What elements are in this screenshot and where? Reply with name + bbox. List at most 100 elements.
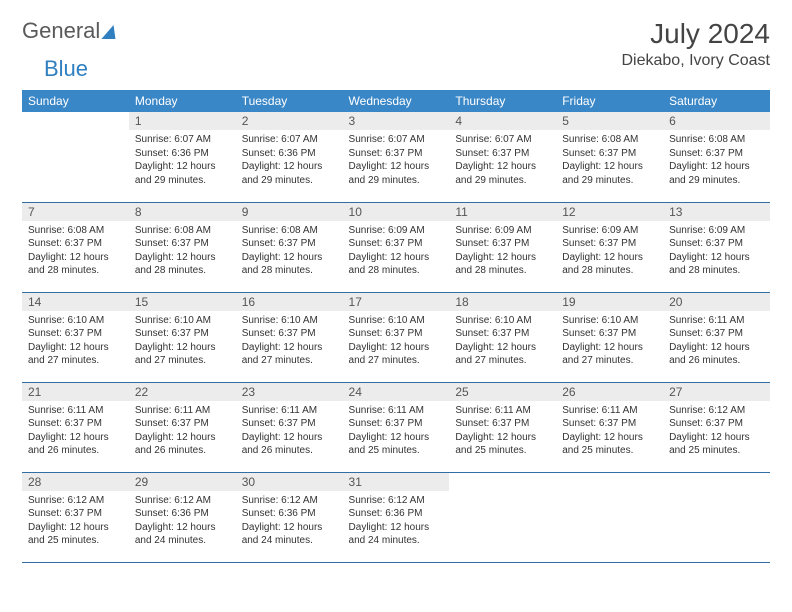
- day-number: 28: [22, 473, 129, 491]
- day-number: 21: [22, 383, 129, 401]
- day-number: 6: [663, 112, 770, 130]
- day-details: Sunrise: 6:11 AMSunset: 6:37 PMDaylight:…: [556, 401, 663, 464]
- day-number: 26: [556, 383, 663, 401]
- weekday-header: Tuesday: [236, 90, 343, 112]
- day-number: 11: [449, 203, 556, 221]
- weekday-header: Thursday: [449, 90, 556, 112]
- calendar-week-row: 7Sunrise: 6:08 AMSunset: 6:37 PMDaylight…: [22, 202, 770, 292]
- calendar-day-cell: 31Sunrise: 6:12 AMSunset: 6:36 PMDayligh…: [343, 472, 450, 562]
- day-details: Sunrise: 6:07 AMSunset: 6:36 PMDaylight:…: [236, 130, 343, 193]
- calendar-table: SundayMondayTuesdayWednesdayThursdayFrid…: [22, 90, 770, 563]
- calendar-day-cell: 27Sunrise: 6:12 AMSunset: 6:37 PMDayligh…: [663, 382, 770, 472]
- day-details: Sunrise: 6:07 AMSunset: 6:37 PMDaylight:…: [343, 130, 450, 193]
- calendar-day-cell: 16Sunrise: 6:10 AMSunset: 6:37 PMDayligh…: [236, 292, 343, 382]
- day-details: Sunrise: 6:07 AMSunset: 6:37 PMDaylight:…: [449, 130, 556, 193]
- calendar-day-cell: 21Sunrise: 6:11 AMSunset: 6:37 PMDayligh…: [22, 382, 129, 472]
- day-details: Sunrise: 6:07 AMSunset: 6:36 PMDaylight:…: [129, 130, 236, 193]
- calendar-day-cell: 4Sunrise: 6:07 AMSunset: 6:37 PMDaylight…: [449, 112, 556, 202]
- day-number: 10: [343, 203, 450, 221]
- day-details: Sunrise: 6:11 AMSunset: 6:37 PMDaylight:…: [343, 401, 450, 464]
- day-details: Sunrise: 6:12 AMSunset: 6:37 PMDaylight:…: [663, 401, 770, 464]
- day-details: Sunrise: 6:09 AMSunset: 6:37 PMDaylight:…: [343, 221, 450, 284]
- day-details: Sunrise: 6:10 AMSunset: 6:37 PMDaylight:…: [236, 311, 343, 374]
- day-details: Sunrise: 6:08 AMSunset: 6:37 PMDaylight:…: [22, 221, 129, 284]
- day-details: Sunrise: 6:11 AMSunset: 6:37 PMDaylight:…: [129, 401, 236, 464]
- calendar-day-cell: 12Sunrise: 6:09 AMSunset: 6:37 PMDayligh…: [556, 202, 663, 292]
- day-details: Sunrise: 6:10 AMSunset: 6:37 PMDaylight:…: [22, 311, 129, 374]
- calendar-day-cell: 23Sunrise: 6:11 AMSunset: 6:37 PMDayligh…: [236, 382, 343, 472]
- day-number: 24: [343, 383, 450, 401]
- day-number: 7: [22, 203, 129, 221]
- day-details: Sunrise: 6:10 AMSunset: 6:37 PMDaylight:…: [449, 311, 556, 374]
- day-details: Sunrise: 6:08 AMSunset: 6:37 PMDaylight:…: [556, 130, 663, 193]
- calendar-day-cell: [663, 472, 770, 562]
- day-details: Sunrise: 6:08 AMSunset: 6:37 PMDaylight:…: [236, 221, 343, 284]
- calendar-day-cell: 17Sunrise: 6:10 AMSunset: 6:37 PMDayligh…: [343, 292, 450, 382]
- calendar-day-cell: 8Sunrise: 6:08 AMSunset: 6:37 PMDaylight…: [129, 202, 236, 292]
- calendar-day-cell: 28Sunrise: 6:12 AMSunset: 6:37 PMDayligh…: [22, 472, 129, 562]
- calendar-day-cell: 6Sunrise: 6:08 AMSunset: 6:37 PMDaylight…: [663, 112, 770, 202]
- calendar-day-cell: 15Sunrise: 6:10 AMSunset: 6:37 PMDayligh…: [129, 292, 236, 382]
- day-details: Sunrise: 6:12 AMSunset: 6:37 PMDaylight:…: [22, 491, 129, 554]
- calendar-body: 1Sunrise: 6:07 AMSunset: 6:36 PMDaylight…: [22, 112, 770, 562]
- calendar-day-cell: 5Sunrise: 6:08 AMSunset: 6:37 PMDaylight…: [556, 112, 663, 202]
- calendar-day-cell: 29Sunrise: 6:12 AMSunset: 6:36 PMDayligh…: [129, 472, 236, 562]
- day-number: 13: [663, 203, 770, 221]
- day-details: Sunrise: 6:12 AMSunset: 6:36 PMDaylight:…: [236, 491, 343, 554]
- day-details: Sunrise: 6:10 AMSunset: 6:37 PMDaylight:…: [556, 311, 663, 374]
- calendar-day-cell: [22, 112, 129, 202]
- day-number: 20: [663, 293, 770, 311]
- calendar-day-cell: 9Sunrise: 6:08 AMSunset: 6:37 PMDaylight…: [236, 202, 343, 292]
- weekday-header: Friday: [556, 90, 663, 112]
- calendar-day-cell: 20Sunrise: 6:11 AMSunset: 6:37 PMDayligh…: [663, 292, 770, 382]
- day-number: 27: [663, 383, 770, 401]
- day-number: 8: [129, 203, 236, 221]
- day-details: Sunrise: 6:11 AMSunset: 6:37 PMDaylight:…: [236, 401, 343, 464]
- weekday-header-row: SundayMondayTuesdayWednesdayThursdayFrid…: [22, 90, 770, 112]
- calendar-day-cell: 13Sunrise: 6:09 AMSunset: 6:37 PMDayligh…: [663, 202, 770, 292]
- day-number: 9: [236, 203, 343, 221]
- calendar-day-cell: 11Sunrise: 6:09 AMSunset: 6:37 PMDayligh…: [449, 202, 556, 292]
- day-number: 1: [129, 112, 236, 130]
- location-label: Diekabo, Ivory Coast: [621, 52, 770, 70]
- brand-mark-icon: [102, 25, 121, 39]
- day-details: Sunrise: 6:10 AMSunset: 6:37 PMDaylight:…: [129, 311, 236, 374]
- day-number: 2: [236, 112, 343, 130]
- calendar-day-cell: 3Sunrise: 6:07 AMSunset: 6:37 PMDaylight…: [343, 112, 450, 202]
- day-details: Sunrise: 6:12 AMSunset: 6:36 PMDaylight:…: [129, 491, 236, 554]
- day-number: 30: [236, 473, 343, 491]
- calendar-day-cell: 14Sunrise: 6:10 AMSunset: 6:37 PMDayligh…: [22, 292, 129, 382]
- weekday-header: Monday: [129, 90, 236, 112]
- day-number: 14: [22, 293, 129, 311]
- calendar-day-cell: 19Sunrise: 6:10 AMSunset: 6:37 PMDayligh…: [556, 292, 663, 382]
- day-details: Sunrise: 6:11 AMSunset: 6:37 PMDaylight:…: [663, 311, 770, 374]
- day-number: 18: [449, 293, 556, 311]
- calendar-day-cell: 10Sunrise: 6:09 AMSunset: 6:37 PMDayligh…: [343, 202, 450, 292]
- day-number: 25: [449, 383, 556, 401]
- day-number: 15: [129, 293, 236, 311]
- day-number: 12: [556, 203, 663, 221]
- calendar-week-row: 1Sunrise: 6:07 AMSunset: 6:36 PMDaylight…: [22, 112, 770, 202]
- weekday-header: Saturday: [663, 90, 770, 112]
- day-details: Sunrise: 6:08 AMSunset: 6:37 PMDaylight:…: [663, 130, 770, 193]
- calendar-day-cell: 30Sunrise: 6:12 AMSunset: 6:36 PMDayligh…: [236, 472, 343, 562]
- calendar-week-row: 14Sunrise: 6:10 AMSunset: 6:37 PMDayligh…: [22, 292, 770, 382]
- day-number: 4: [449, 112, 556, 130]
- day-number: 5: [556, 112, 663, 130]
- calendar-day-cell: 7Sunrise: 6:08 AMSunset: 6:37 PMDaylight…: [22, 202, 129, 292]
- calendar-day-cell: 22Sunrise: 6:11 AMSunset: 6:37 PMDayligh…: [129, 382, 236, 472]
- brand-word1: General: [22, 18, 100, 44]
- calendar-day-cell: 24Sunrise: 6:11 AMSunset: 6:37 PMDayligh…: [343, 382, 450, 472]
- day-details: Sunrise: 6:12 AMSunset: 6:36 PMDaylight:…: [343, 491, 450, 554]
- day-number: 16: [236, 293, 343, 311]
- month-title: July 2024: [621, 18, 770, 50]
- day-details: Sunrise: 6:11 AMSunset: 6:37 PMDaylight:…: [449, 401, 556, 464]
- day-details: Sunrise: 6:09 AMSunset: 6:37 PMDaylight:…: [663, 221, 770, 284]
- day-number: 29: [129, 473, 236, 491]
- weekday-header: Sunday: [22, 90, 129, 112]
- calendar-day-cell: 1Sunrise: 6:07 AMSunset: 6:36 PMDaylight…: [129, 112, 236, 202]
- day-number: 19: [556, 293, 663, 311]
- day-details: Sunrise: 6:09 AMSunset: 6:37 PMDaylight:…: [449, 221, 556, 284]
- day-number: 23: [236, 383, 343, 401]
- day-number: 17: [343, 293, 450, 311]
